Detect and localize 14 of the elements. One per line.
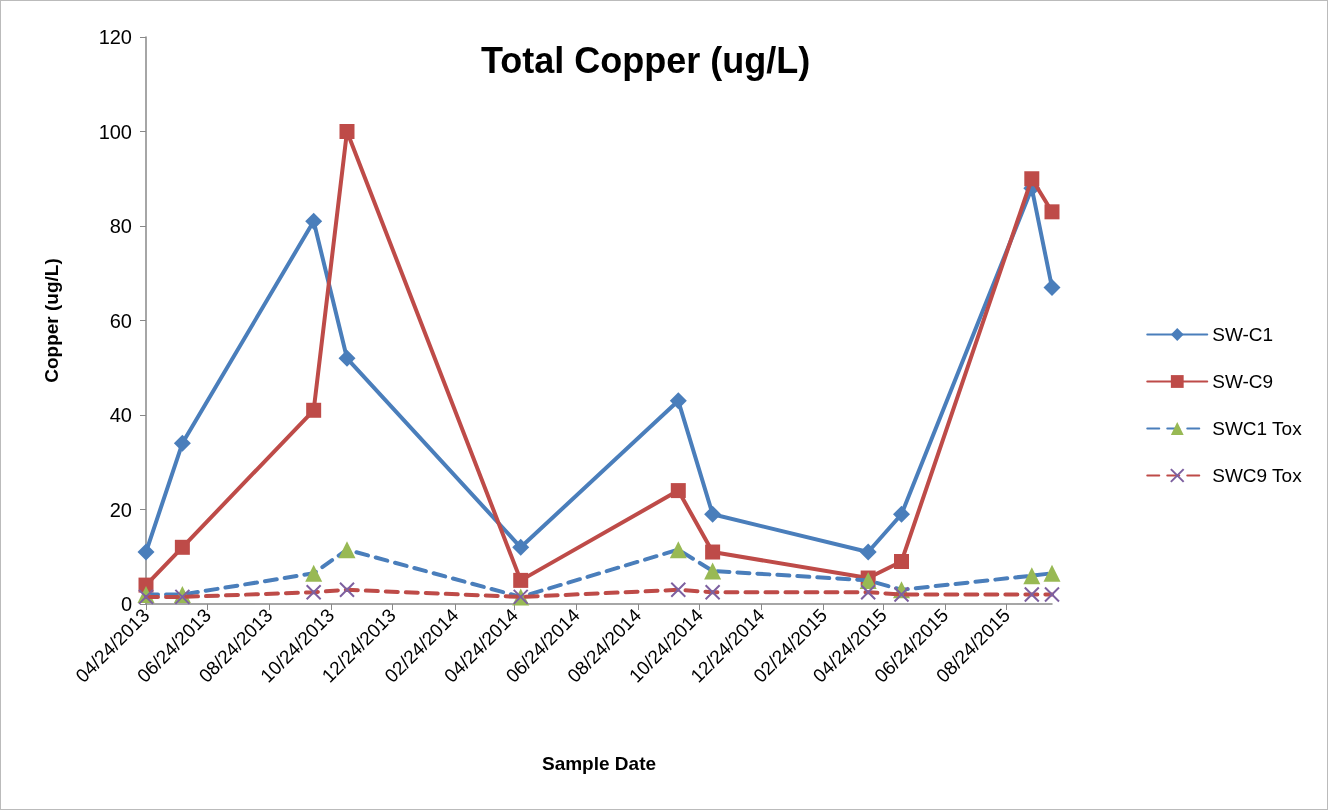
chart-title: Total Copper (ug/L) bbox=[481, 39, 811, 81]
y-tick-label: 0 bbox=[120, 593, 132, 615]
y-tick-label: 100 bbox=[98, 120, 132, 143]
legend-label: SWC9 Tox bbox=[1212, 465, 1303, 486]
y-tick-label: 40 bbox=[109, 404, 132, 426]
legend-label: SWC1 Tox bbox=[1212, 418, 1303, 439]
legend-label: SW-C1 bbox=[1212, 324, 1274, 345]
x-axis-title: Sample Date bbox=[541, 753, 657, 774]
y-tick-label: 20 bbox=[109, 498, 132, 521]
y-axis-title: Copper (ug/L) bbox=[41, 258, 62, 383]
y-tick-label: 60 bbox=[109, 309, 132, 332]
y-tick-label: 80 bbox=[109, 215, 132, 237]
legend-label: SW-C9 bbox=[1212, 371, 1274, 392]
y-tick-label: 120 bbox=[98, 26, 132, 48]
